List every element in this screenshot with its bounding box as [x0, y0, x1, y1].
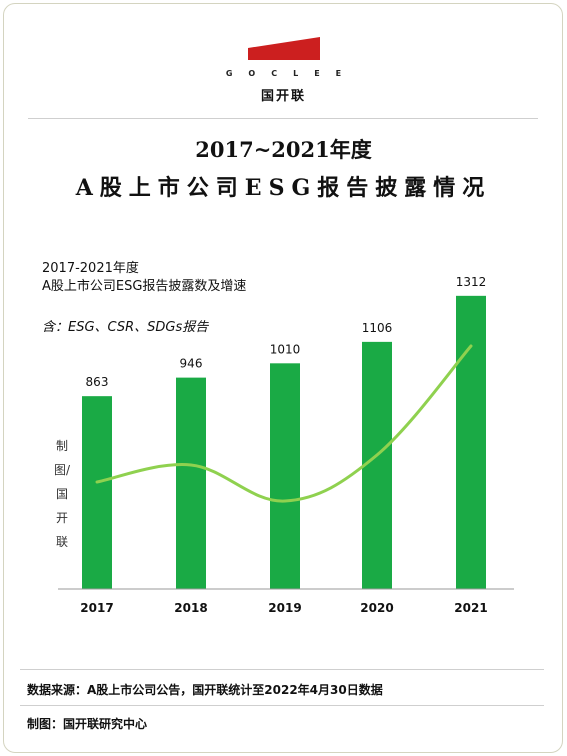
data-source: 数据来源：A股上市公司公告，国开联统计至2022年4月30日数据 — [27, 683, 383, 697]
chart-title-line2: A股上市公司ESG报告披露数及增速 — [42, 279, 247, 294]
header-divider — [28, 118, 538, 119]
goclee-logo — [0, 36, 567, 62]
growth-trend-line — [95, 344, 473, 503]
footer-divider-middle — [20, 705, 544, 706]
chart-maker: 制图：国开联研究中心 — [27, 717, 148, 731]
footer-divider-top — [20, 669, 544, 670]
main-title-line1: 2017~2021年度 — [195, 137, 372, 162]
bar-2019 — [270, 363, 300, 589]
bar-2020 — [362, 341, 392, 589]
x-tick-2021: 2021 — [454, 601, 487, 615]
x-tick-2018: 2018 — [174, 601, 207, 615]
x-tick-2019: 2019 — [268, 601, 301, 615]
logo-red-parallelogram-icon — [247, 37, 320, 60]
bar-2017 — [82, 396, 112, 589]
data-label-2018: 946 — [180, 357, 203, 371]
bar-2018 — [176, 377, 206, 589]
data-label-2021: 1312 — [456, 275, 487, 289]
chart-note: 含：ESG、CSR、SDGs报告 — [42, 320, 209, 335]
main-title-line2: A股上市公司ESG报告披露情况 — [75, 175, 492, 201]
x-tick-2020: 2020 — [360, 601, 393, 615]
chart-watermark-label: 制图/国开联 — [54, 439, 71, 549]
data-label-2019: 1010 — [270, 342, 301, 356]
bar-2021 — [456, 295, 486, 589]
x-tick-2017: 2017 — [80, 601, 113, 615]
brand-english: GOCLEE — [225, 69, 358, 78]
data-label-2017: 863 — [86, 375, 109, 389]
data-label-2020: 1106 — [362, 321, 393, 335]
brand-chinese: 国开联 — [260, 89, 306, 104]
chart-title-line1: 2017-2021年度 — [42, 261, 139, 276]
